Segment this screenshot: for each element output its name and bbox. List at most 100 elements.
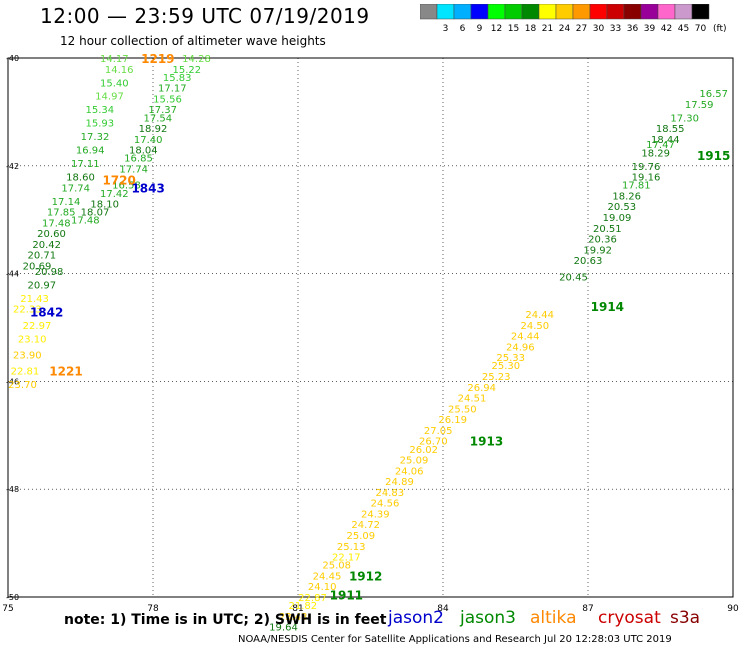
swh-value: 16.94 xyxy=(76,146,105,157)
map-title: 12:00 — 23:59 UTC 07/19/2019 xyxy=(40,4,370,28)
swh-value: 20.63 xyxy=(574,256,603,267)
colorbar-label: 6 xyxy=(460,24,466,34)
y-tick-label: -44 xyxy=(6,270,19,279)
footer-credit: NOAA/NESDIS Center for Satellite Applica… xyxy=(238,634,672,645)
swh-value: 18.26 xyxy=(612,191,641,202)
swh-value: 17.81 xyxy=(622,181,651,192)
mission-legend-item: jason3 xyxy=(460,608,516,628)
colorbar-label: 45 xyxy=(678,24,689,34)
colorbar-label: 70 xyxy=(695,24,707,34)
swh-value: 17.74 xyxy=(119,164,148,175)
swh-value: 18.55 xyxy=(656,124,685,135)
swh-value: 25.30 xyxy=(492,361,521,372)
pass-time-label: 1842 xyxy=(30,305,63,319)
swh-value: 20.97 xyxy=(28,280,57,291)
x-tick-label: 81 xyxy=(292,604,303,614)
swh-value: 24.96 xyxy=(506,342,535,353)
x-tick-label: 75 xyxy=(2,604,13,614)
pass-time-label: 1914 xyxy=(591,300,624,314)
swh-value: 14.97 xyxy=(95,92,124,103)
swh-value: 24.06 xyxy=(395,466,424,477)
swh-value: 20.69 xyxy=(23,262,52,273)
swh-value: 25.13 xyxy=(337,542,366,553)
swh-value: 23.70 xyxy=(8,380,37,391)
pass-time-label: 1843 xyxy=(131,181,164,195)
pass-time-label: 1221 xyxy=(49,365,82,379)
swh-value: 20.45 xyxy=(559,272,588,283)
swh-value: 17.40 xyxy=(134,135,163,146)
swh-value: 16.57 xyxy=(699,89,728,100)
swh-value: 24.72 xyxy=(351,520,380,531)
swh-value: 17.17 xyxy=(158,84,187,95)
swh-value: 20.53 xyxy=(608,202,637,213)
swh-value: 17.32 xyxy=(81,132,110,143)
swh-value: 24.50 xyxy=(521,321,550,332)
pass-time-label: 1720 xyxy=(102,173,135,187)
colorbar-label: 21 xyxy=(542,24,553,34)
pass-time-label: 1913 xyxy=(470,435,503,449)
colorbar-label: 42 xyxy=(661,24,672,34)
x-tick-label: 78 xyxy=(147,604,159,614)
footer-note: note: 1) Time is in UTC; 2) SWH is in fe… xyxy=(64,612,387,628)
y-tick-label: -50 xyxy=(6,593,19,602)
swh-value: 17.48 xyxy=(42,218,71,229)
swh-value: 24.89 xyxy=(385,477,414,488)
swh-value: 15.56 xyxy=(153,94,182,105)
swh-value: 17.30 xyxy=(670,113,699,124)
swh-value: 27.05 xyxy=(424,426,453,437)
swh-value: 15.83 xyxy=(163,73,192,84)
swh-value: 17.48 xyxy=(71,216,100,227)
swh-value: 20.42 xyxy=(32,240,61,251)
swh-value: 24.39 xyxy=(361,509,390,520)
mission-legend-item: altika xyxy=(530,608,577,628)
swh-value: 15.22 xyxy=(173,65,202,76)
swh-value: 26.94 xyxy=(467,383,496,394)
swh-value: 20.71 xyxy=(28,251,57,262)
swh-value: 17.85 xyxy=(47,208,76,219)
swh-value: 17.14 xyxy=(52,197,81,208)
swh-value: 20.36 xyxy=(588,235,617,246)
colorbar-label: 30 xyxy=(593,24,605,34)
y-tick-label: -42 xyxy=(6,162,19,171)
colorbar: 3 6 9 12 15 18 21 24 27 30 33 36 39 42 45 70 (ft) xyxy=(420,4,727,34)
swh-value: 17.54 xyxy=(144,113,173,124)
swh-value: 26.02 xyxy=(409,445,438,456)
swh-value: 23.43 xyxy=(279,612,308,623)
mission-legend-item: s3a xyxy=(670,608,701,628)
colorbar-label: 3 xyxy=(443,24,449,34)
swh-value: 20.51 xyxy=(593,224,622,235)
swh-value: 22.87 xyxy=(298,593,327,604)
x-tick-label: 84 xyxy=(437,604,449,614)
colorbar-label: 39 xyxy=(644,24,656,34)
y-tick-label: -40 xyxy=(6,54,19,63)
swh-value: 26.70 xyxy=(419,437,448,448)
swh-value: 19.16 xyxy=(632,173,661,184)
swh-value: 15.93 xyxy=(86,119,115,130)
swh-value: 24.44 xyxy=(511,332,540,343)
swh-value: 19.76 xyxy=(632,162,661,173)
swh-value: 15.34 xyxy=(86,105,115,116)
swh-value: 23.90 xyxy=(13,350,42,361)
x-tick-label: 90 xyxy=(727,604,739,614)
swh-value: 18.44 xyxy=(651,135,680,146)
swh-value: 17.47 xyxy=(646,140,675,151)
pass-time-label: 1911 xyxy=(330,588,363,602)
swh-value: 25.09 xyxy=(400,456,429,467)
swh-value: 26.19 xyxy=(438,415,467,426)
swh-value: 19.92 xyxy=(583,245,612,256)
swh-value: 21.43 xyxy=(20,294,49,305)
mission-legend-item: cryosat xyxy=(598,608,661,628)
swh-value: 24.10 xyxy=(308,582,337,593)
swh-value: 23.10 xyxy=(18,334,47,345)
colorbar-label: 12 xyxy=(491,24,502,34)
colorbar-label: 15 xyxy=(508,24,519,34)
swh-value: 17.37 xyxy=(148,105,177,116)
y-tick-label: -46 xyxy=(6,377,19,386)
swh-value: 18.07 xyxy=(81,208,110,219)
swh-value: 22.81 xyxy=(11,367,40,378)
colorbar-label: 24 xyxy=(559,24,571,34)
swh-value: 14.16 xyxy=(105,65,134,76)
colorbar-label: 18 xyxy=(525,24,537,34)
mission-legend-item: jason2 xyxy=(388,608,444,628)
pass-time-label: 1219 xyxy=(141,52,174,66)
